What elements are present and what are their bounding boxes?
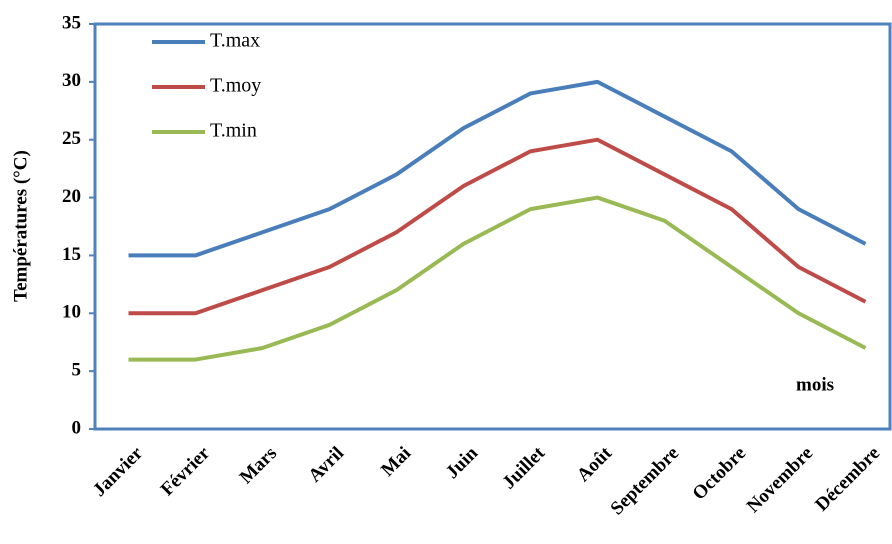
line-series xyxy=(128,195,867,362)
x-tick-label: Janvier xyxy=(89,442,148,501)
y-tick-label: 10 xyxy=(62,302,81,323)
x-tick-label: Août xyxy=(573,442,617,486)
x-tick-label: Mars xyxy=(236,443,281,488)
x-tick-label: Novembre xyxy=(743,443,817,517)
y-axis-label: Températures (°C) xyxy=(10,150,31,302)
y-tick-label: 5 xyxy=(72,360,82,381)
x-tick-label: Octobre xyxy=(689,443,751,505)
y-tick-label: 20 xyxy=(62,186,81,207)
x-tick-label: Avril xyxy=(304,443,348,487)
x-tick-label: Décembre xyxy=(811,443,884,516)
x-tick-label: Juillet xyxy=(498,442,549,493)
y-tick-label: 15 xyxy=(62,244,81,265)
plot-frame xyxy=(93,22,892,431)
legend-label: T.min xyxy=(210,120,257,142)
x-tick-label: Février xyxy=(157,442,215,500)
line-series xyxy=(128,79,867,258)
x-tick-label: Mai xyxy=(377,443,415,481)
x-tick-label: Juin xyxy=(442,442,483,483)
y-tick-label: 30 xyxy=(62,70,81,91)
legend-label: T.max xyxy=(210,30,260,52)
annotation: mois xyxy=(796,374,834,395)
x-tick-label: Septembre xyxy=(607,443,684,520)
y-tick-label: 35 xyxy=(62,12,81,33)
y-tick-label: 25 xyxy=(62,128,81,149)
y-tick-label: 0 xyxy=(72,417,82,438)
line-series xyxy=(128,137,867,316)
legend-label: T.moy xyxy=(210,75,261,97)
